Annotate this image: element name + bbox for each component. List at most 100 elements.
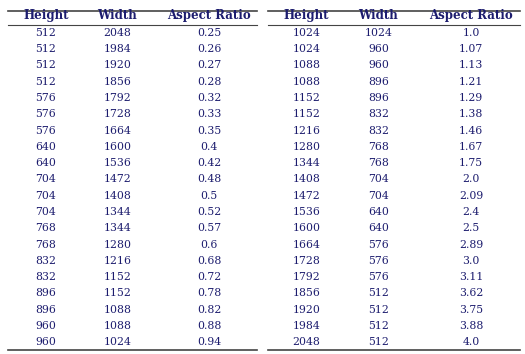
Text: 0.27: 0.27 (197, 61, 221, 70)
Text: 768: 768 (36, 240, 56, 250)
Text: 2.4: 2.4 (463, 207, 479, 217)
Text: 832: 832 (368, 126, 389, 136)
Text: 2048: 2048 (292, 337, 320, 347)
Text: 512: 512 (368, 321, 388, 331)
Text: 1472: 1472 (292, 191, 320, 201)
Text: 1.0: 1.0 (462, 28, 480, 38)
Text: 0.94: 0.94 (197, 337, 221, 347)
Text: 1344: 1344 (292, 158, 320, 168)
Text: 1216: 1216 (292, 126, 320, 136)
Text: 0.6: 0.6 (200, 240, 218, 250)
Text: 1024: 1024 (364, 28, 392, 38)
Text: 3.62: 3.62 (459, 289, 483, 298)
Text: 1600: 1600 (292, 223, 320, 233)
Text: 0.32: 0.32 (197, 93, 221, 103)
Text: 1152: 1152 (292, 109, 320, 119)
Text: 960: 960 (368, 61, 388, 70)
Text: 1.13: 1.13 (459, 61, 483, 70)
Text: Width: Width (359, 10, 398, 22)
Text: 1152: 1152 (103, 272, 131, 282)
Text: 512: 512 (368, 289, 388, 298)
Text: 1984: 1984 (292, 321, 320, 331)
Text: 512: 512 (368, 337, 388, 347)
Text: 1408: 1408 (103, 191, 131, 201)
Text: 0.28: 0.28 (197, 77, 221, 87)
Text: 1344: 1344 (103, 223, 131, 233)
Text: 576: 576 (368, 272, 388, 282)
Text: 512: 512 (36, 28, 56, 38)
Text: 1216: 1216 (103, 256, 131, 266)
Text: 1344: 1344 (103, 207, 131, 217)
Text: 704: 704 (36, 207, 56, 217)
Text: 1856: 1856 (292, 289, 320, 298)
Text: 0.48: 0.48 (197, 175, 221, 184)
Text: 1.07: 1.07 (459, 44, 483, 54)
Text: 0.68: 0.68 (197, 256, 221, 266)
Text: 1472: 1472 (103, 175, 131, 184)
Text: 3.11: 3.11 (459, 272, 483, 282)
Text: 2.09: 2.09 (459, 191, 483, 201)
Text: 3.88: 3.88 (459, 321, 483, 331)
Text: 1536: 1536 (292, 207, 320, 217)
Text: 0.5: 0.5 (201, 191, 217, 201)
Text: 0.88: 0.88 (197, 321, 221, 331)
Text: 576: 576 (36, 93, 56, 103)
Text: Width: Width (98, 10, 137, 22)
Text: 896: 896 (36, 289, 56, 298)
Text: 640: 640 (36, 142, 56, 152)
Text: 1.75: 1.75 (459, 158, 483, 168)
Text: 640: 640 (368, 223, 388, 233)
Text: 832: 832 (36, 256, 57, 266)
Text: 768: 768 (368, 142, 388, 152)
Text: 1024: 1024 (103, 337, 131, 347)
Text: 1984: 1984 (103, 44, 131, 54)
Text: 2048: 2048 (103, 28, 131, 38)
Text: 512: 512 (36, 77, 56, 87)
Text: 2.89: 2.89 (459, 240, 483, 250)
Text: 704: 704 (368, 175, 388, 184)
Text: 1280: 1280 (103, 240, 131, 250)
Text: 1792: 1792 (292, 272, 320, 282)
Text: 960: 960 (36, 321, 56, 331)
Text: 1024: 1024 (292, 44, 320, 54)
Text: 512: 512 (36, 44, 56, 54)
Text: 3.75: 3.75 (459, 305, 483, 315)
Text: 1.38: 1.38 (459, 109, 483, 119)
Text: 0.78: 0.78 (197, 289, 221, 298)
Text: 1.46: 1.46 (459, 126, 483, 136)
Text: 3.0: 3.0 (462, 256, 480, 266)
Text: 1536: 1536 (103, 158, 131, 168)
Text: 1.29: 1.29 (459, 93, 483, 103)
Text: 1088: 1088 (292, 61, 320, 70)
Text: Height: Height (23, 10, 69, 22)
Text: 960: 960 (368, 44, 388, 54)
Text: 1856: 1856 (103, 77, 131, 87)
Text: 2.5: 2.5 (463, 223, 479, 233)
Text: 0.72: 0.72 (197, 272, 221, 282)
Text: 576: 576 (368, 256, 388, 266)
Text: 0.82: 0.82 (197, 305, 221, 315)
Text: 1664: 1664 (292, 240, 320, 250)
Text: 1152: 1152 (292, 93, 320, 103)
Text: 1088: 1088 (103, 321, 131, 331)
Text: 640: 640 (36, 158, 56, 168)
Text: 576: 576 (368, 240, 388, 250)
Text: 1920: 1920 (292, 305, 320, 315)
Text: 1152: 1152 (103, 289, 131, 298)
Text: Aspect Ratio: Aspect Ratio (167, 10, 251, 22)
Text: 1.21: 1.21 (459, 77, 483, 87)
Text: 0.25: 0.25 (197, 28, 221, 38)
Text: 0.33: 0.33 (197, 109, 221, 119)
Text: 0.57: 0.57 (197, 223, 221, 233)
Text: 1408: 1408 (292, 175, 320, 184)
Text: 1280: 1280 (292, 142, 320, 152)
Text: 4.0: 4.0 (463, 337, 479, 347)
Text: Aspect Ratio: Aspect Ratio (429, 10, 513, 22)
Text: Height: Height (284, 10, 329, 22)
Text: 832: 832 (36, 272, 57, 282)
Text: 576: 576 (36, 109, 56, 119)
Text: 704: 704 (36, 191, 56, 201)
Text: 2.0: 2.0 (462, 175, 480, 184)
Text: 512: 512 (36, 61, 56, 70)
Text: 896: 896 (36, 305, 56, 315)
